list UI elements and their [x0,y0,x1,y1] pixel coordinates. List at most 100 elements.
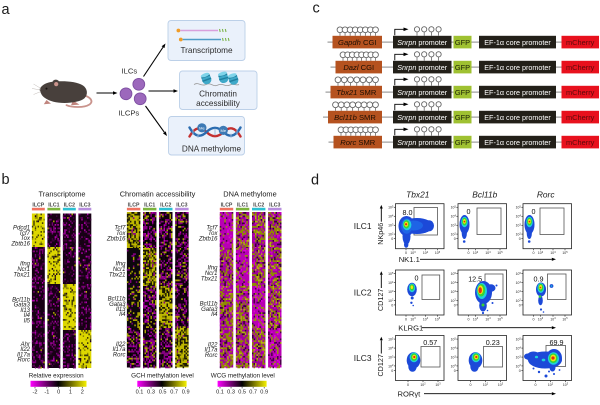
svg-text:104: 104 [388,281,394,285]
svg-text:ILC1: ILC1 [237,202,248,208]
svg-text:b: b [2,172,10,188]
svg-text:104: 104 [550,251,556,255]
svg-text:KLRG1: KLRG1 [398,323,423,332]
svg-text:104: 104 [451,215,457,219]
svg-text:Il4: Il4 [24,313,31,319]
svg-text:105: 105 [516,272,522,276]
svg-text:Rorc SMR: Rorc SMR [340,138,376,147]
svg-text:103: 103 [388,355,394,359]
svg-text:0.1: 0.1 [216,390,224,396]
svg-text:NK1.1: NK1.1 [399,255,420,264]
svg-text:103: 103 [538,251,544,255]
svg-text:ILC1: ILC1 [144,202,155,208]
svg-text:Bcl11b: Bcl11b [12,298,31,304]
svg-text:0.23: 0.23 [486,338,500,347]
svg-text:0: 0 [391,303,393,307]
svg-text:ILC2: ILC2 [354,288,372,298]
svg-text:0: 0 [467,207,471,216]
svg-text:ILC2: ILC2 [64,202,75,208]
svg-text:Il5: Il5 [24,318,31,324]
svg-text:104: 104 [516,281,522,285]
svg-text:0: 0 [405,251,407,255]
svg-text:105: 105 [435,317,441,321]
svg-text:0.7: 0.7 [249,390,257,396]
svg-text:12.5: 12.5 [468,275,482,284]
svg-text:GFP: GFP [455,63,470,72]
svg-text:Il13: Il13 [116,307,126,313]
svg-text:mCherry: mCherry [566,63,595,72]
svg-text:104: 104 [485,251,491,255]
svg-text:104: 104 [388,215,394,219]
svg-text:105: 105 [388,337,394,341]
svg-text:ILC2: ILC2 [253,202,264,208]
svg-text:8.0: 8.0 [403,208,413,217]
svg-text:RORγt: RORγt [398,389,422,398]
svg-text:104: 104 [451,346,457,350]
svg-text:accessibility: accessibility [196,99,241,108]
svg-text:104: 104 [388,346,394,350]
svg-text:0: 0 [519,303,521,307]
svg-text:105: 105 [562,251,568,255]
svg-text:Bcl11b: Bcl11b [472,190,497,200]
svg-text:103: 103 [388,224,394,228]
svg-text:Il17a: Il17a [204,348,218,354]
svg-text:EF-1α core promoter: EF-1α core promoter [484,38,551,47]
svg-text:0.7: 0.7 [170,390,178,396]
svg-text:Il22: Il22 [116,342,126,348]
svg-text:0: 0 [533,317,535,321]
svg-text:Tox: Tox [208,231,218,237]
svg-text:Il22: Il22 [20,347,30,353]
svg-text:Bcl11b SMR: Bcl11b SMR [334,113,376,122]
svg-text:103: 103 [473,251,479,255]
svg-text:Snrpn promoter: Snrpn promoter [397,63,448,72]
svg-text:0: 0 [519,369,521,373]
svg-text:105: 105 [451,206,457,210]
svg-text:GFP: GFP [455,113,470,122]
svg-text:ILC2: ILC2 [160,202,171,208]
svg-text:Rorc: Rorc [17,358,30,364]
svg-text:ILCP: ILCP [128,202,140,208]
svg-text:Rorc: Rorc [537,190,555,200]
svg-text:0.1: 0.1 [136,390,144,396]
svg-text:0.3: 0.3 [227,390,235,396]
svg-text:EF-1α core promoter: EF-1α core promoter [484,113,551,122]
svg-text:102: 102 [388,232,394,236]
svg-text:0.9: 0.9 [534,275,544,284]
svg-text:Dazl CGI: Dazl CGI [343,63,374,72]
svg-text:ILC3: ILC3 [79,202,90,208]
svg-text:102: 102 [451,232,457,236]
svg-text:Gapdh CGI: Gapdh CGI [338,38,376,47]
svg-text:GFP: GFP [455,38,470,47]
svg-text:0: 0 [468,251,470,255]
svg-text:104: 104 [550,317,556,321]
svg-text:ILC3: ILC3 [269,202,280,208]
svg-text:Gata3: Gata3 [14,303,31,309]
svg-text:105: 105 [516,337,522,341]
svg-text:Pdcd1: Pdcd1 [13,225,30,231]
svg-text:102: 102 [388,364,394,368]
svg-text:103: 103 [516,224,522,228]
svg-text:ILC3: ILC3 [354,353,372,363]
svg-text:Tbx21: Tbx21 [406,190,429,200]
svg-text:Chromatin: Chromatin [199,90,237,99]
svg-text:105: 105 [497,251,503,255]
svg-text:103: 103 [410,317,416,321]
svg-text:102: 102 [516,299,522,303]
svg-text:102: 102 [516,232,522,236]
svg-text:ILC3: ILC3 [176,202,187,208]
svg-text:2: 2 [81,390,84,396]
svg-text:Tbx21 SMR: Tbx21 SMR [336,88,377,97]
svg-text:Rorc: Rorc [205,353,218,359]
svg-text:102: 102 [451,299,457,303]
svg-text:GFP: GFP [455,138,470,147]
svg-text:Chromatin accessibility: Chromatin accessibility [120,190,196,199]
svg-text:Il17a: Il17a [112,347,126,353]
svg-text:Ifng: Ifng [207,266,218,272]
svg-text:0.9: 0.9 [260,390,268,396]
svg-text:Il4: Il4 [211,312,218,318]
svg-text:0.5: 0.5 [159,390,167,396]
svg-text:Gata3: Gata3 [201,307,218,313]
svg-text:0.57: 0.57 [423,338,437,347]
svg-text:0: 0 [57,390,60,396]
svg-text:103: 103 [473,317,479,321]
